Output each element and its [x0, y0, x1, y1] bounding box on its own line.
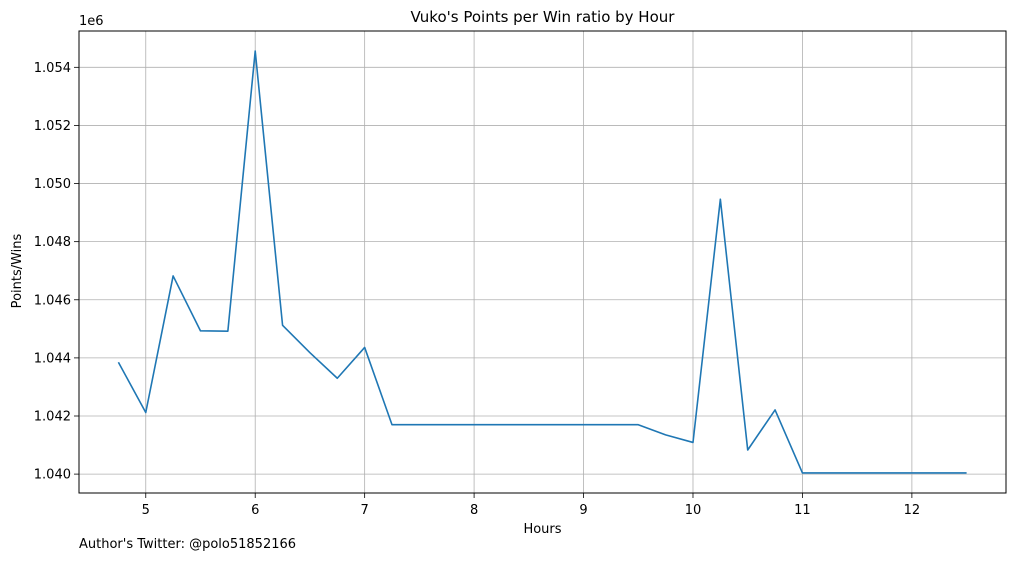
y-tick-label: 1.042: [34, 410, 71, 425]
y-axis-label: Points/Wins: [10, 233, 25, 308]
plot-frame: [78, 30, 1007, 494]
y-tick-label: 1.046: [34, 293, 71, 308]
y-tick-label: 1.040: [34, 468, 71, 483]
y-tick-label: 1.052: [34, 119, 71, 134]
tick-labels: 5 6 7 8 9 10 11 12 1.040 1.042 1.044 1.046 1.048 1.05…: [34, 61, 920, 518]
x-tick-label: 11: [794, 503, 811, 518]
x-axis-label: Hours: [523, 522, 561, 537]
y-axis-offset-label: 1e6: [79, 14, 104, 29]
x-tick-label: 5: [142, 503, 150, 518]
x-tick-label: 10: [685, 503, 702, 518]
series-group: [117, 50, 967, 474]
grid-lines: [79, 31, 1006, 493]
x-tick-label: 8: [470, 503, 478, 518]
plot-area: [79, 31, 1006, 493]
y-tick-label: 1.044: [34, 351, 71, 366]
series-line: [117, 50, 967, 474]
x-tick-label: 12: [904, 503, 921, 518]
x-tick-label: 9: [579, 503, 587, 518]
chart-title: Vuko's Points per Win ratio by Hour: [411, 8, 676, 26]
x-tick-label: 7: [361, 503, 369, 518]
y-tick-label: 1.048: [34, 235, 71, 250]
x-tick-label: 6: [251, 503, 259, 518]
y-tick-label: 1.054: [34, 61, 71, 76]
y-tick-label: 1.050: [34, 177, 71, 192]
tick-marks: [74, 66, 913, 498]
author-twitter-footer: Author's Twitter: @polo51852166: [79, 537, 297, 552]
